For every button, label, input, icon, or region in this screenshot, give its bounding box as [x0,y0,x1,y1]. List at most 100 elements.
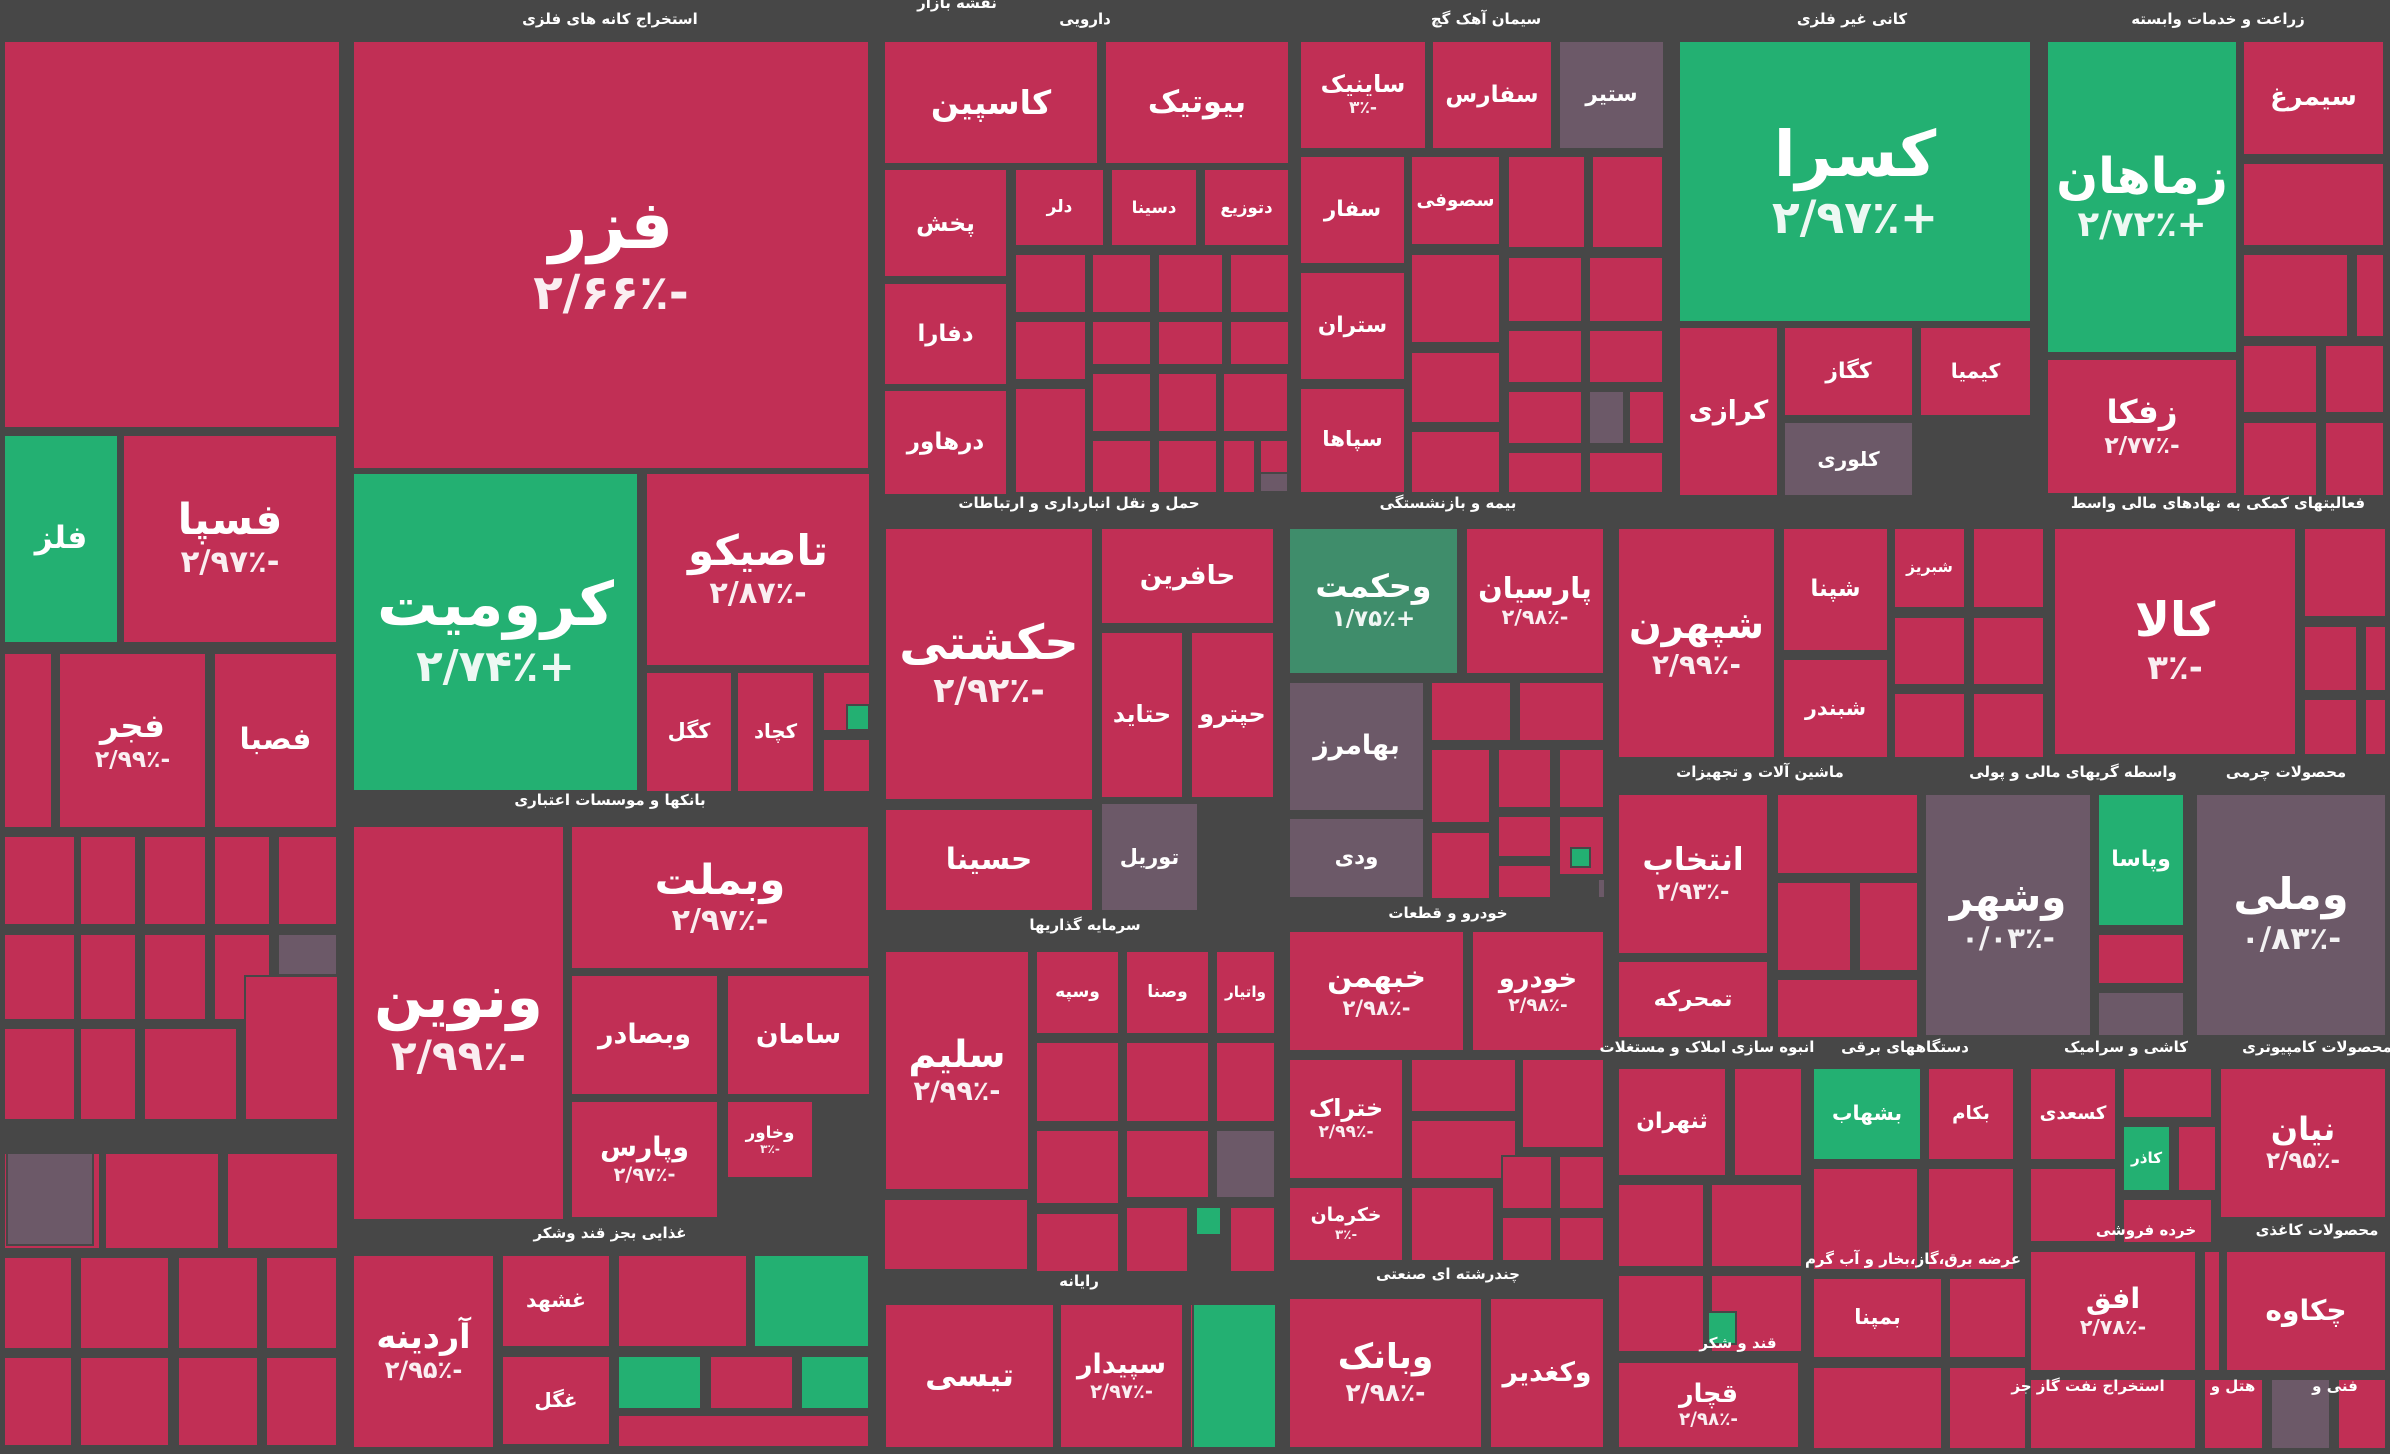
treemap-tile-minor [1597,878,1606,899]
treemap-tile-minor [1410,1058,1517,1113]
treemap-tile[interactable]: غگل [501,1355,611,1446]
treemap-tile[interactable]: واتیار [1215,950,1276,1035]
treemap-tile[interactable]: ثنهران [1617,1067,1727,1177]
treemap-tile[interactable]: کسرا +۲/۹۷٪ [1678,40,2032,323]
treemap-tile[interactable]: فجر -۲/۹۹٪ [58,652,207,829]
treemap-tile[interactable]: وشهر -۰/۰۳٪ [1924,793,2092,1037]
treemap-tile[interactable]: فزر -۲/۶۶٪ [352,40,870,470]
treemap-tile[interactable]: ساینیک -۳٪ [1299,40,1427,150]
treemap-tile[interactable]: خکرمان -۳٪ [1288,1186,1404,1262]
treemap-tile[interactable]: سیمرغ [2242,40,2385,156]
treemap-tile[interactable]: سپاها [1299,387,1406,494]
treemap-tile[interactable]: وخاور -۳٪ [726,1100,814,1179]
treemap-tile[interactable]: سفار [1299,155,1406,265]
treemap-tile[interactable]: کالا -۳٪ [2053,527,2297,756]
treemap-tile[interactable]: وصنا [1125,950,1210,1035]
treemap-tile[interactable]: چکاوه [2225,1250,2387,1372]
treemap-tile[interactable]: شبندر [1782,658,1889,759]
treemap-tile-minor [1588,390,1625,445]
treemap-tile-minor [2029,1378,2197,1450]
treemap-tile[interactable]: دتوزیع [1203,168,1290,247]
treemap-tile[interactable]: کاسپین [883,40,1099,165]
treemap-tile[interactable]: شبریز [1893,527,1966,609]
treemap-tile[interactable]: کسعدی [2029,1067,2117,1161]
treemap-tile[interactable]: ودی [1288,817,1425,899]
ticker-symbol: آردینه [376,1316,471,1356]
treemap-tile[interactable]: بمپنا [1812,1277,1943,1359]
treemap-tile[interactable]: کگاز [1783,326,1914,417]
treemap-tile[interactable]: شپنا [1782,527,1889,652]
treemap-tile[interactable]: پارسیان -۲/۹۸٪ [1465,527,1605,675]
treemap-tile[interactable]: پخش [883,168,1008,278]
treemap-tile[interactable]: وپاسا [2097,793,2185,927]
treemap-tile[interactable]: وبانک -۲/۹۸٪ [1288,1297,1483,1449]
treemap-tile[interactable]: ستیر [1558,40,1665,150]
treemap-tile[interactable]: حافرین [1100,527,1275,625]
treemap-tile[interactable]: سپیدار -۲/۹۷٪ [1059,1303,1184,1449]
treemap-tile[interactable]: وبصادر [570,974,719,1096]
treemap-tile[interactable]: کلوری [1783,421,1914,497]
treemap-tile[interactable]: بهامرز [1288,681,1425,812]
treemap-tile-minor [1710,1183,1803,1268]
treemap-tile[interactable]: قچار -۲/۹۸٪ [1617,1361,1800,1449]
treemap-tile[interactable]: سامان [726,974,871,1096]
treemap-tile[interactable]: تمحرکه [1617,960,1769,1039]
treemap-tile[interactable]: وکغدیر [1489,1297,1605,1449]
ticker-change: -۲/۷۸٪ [2079,1315,2147,1340]
sector-label: عرضه برق،گاز،بخار و آب گرم [1804,1250,2022,1268]
treemap-tile[interactable]: زفکا -۲/۷۷٪ [2046,358,2238,495]
treemap-tile[interactable]: فلز [3,434,119,644]
ticker-symbol: شبندر [1804,695,1867,720]
treemap-tile[interactable]: ختراک -۲/۹۹٪ [1288,1058,1404,1180]
treemap-tile[interactable]: انتخاب -۲/۹۳٪ [1617,793,1769,955]
treemap-tile-minor [1521,1058,1605,1149]
treemap-tile[interactable]: حپترو [1190,631,1275,799]
treemap-tile[interactable]: بکام [1927,1067,2015,1161]
treemap-tile-minor [1893,616,1966,686]
treemap-tile[interactable]: حتاید [1100,631,1184,799]
treemap-tile[interactable]: غشهد [501,1254,611,1348]
treemap-tile[interactable]: وبملت -۲/۹۷٪ [570,825,870,970]
treemap-tile[interactable]: توریل [1100,802,1199,912]
treemap-tile[interactable]: کاذر [2122,1125,2171,1192]
treemap-tile[interactable]: سلیم -۲/۹۹٪ [884,950,1030,1191]
treemap-tile[interactable]: زماهان +۲/۷۲٪ [2046,40,2238,354]
treemap-tile[interactable]: وسپه [1035,950,1120,1035]
treemap-tile[interactable]: فسپا -۲/۹۷٪ [122,434,338,644]
treemap-tile[interactable]: کرومیت +۲/۷۴٪ [352,472,639,792]
treemap-tile[interactable]: فصبا [213,652,338,829]
treemap-tile[interactable]: خودرو -۲/۹۸٪ [1471,930,1605,1052]
ticker-symbol: ستران [1317,312,1388,338]
treemap-tile[interactable]: تاصیکو -۲/۸۷٪ [645,472,871,667]
treemap-tile[interactable]: شپهرن -۲/۹۹٪ [1617,527,1776,759]
treemap-tile[interactable]: بشهاب [1812,1067,1922,1161]
ticker-symbol: پخش [916,208,975,237]
treemap-tile[interactable]: سفارس [1431,40,1553,150]
treemap-tile[interactable]: حکشتی -۲/۹۲٪ [884,527,1094,801]
treemap-tile-minor [2303,625,2358,692]
treemap-tile[interactable]: نیان -۲/۹۵٪ [2219,1067,2387,1219]
treemap-tile[interactable]: وملی -۰/۸۳٪ [2195,793,2387,1037]
treemap-tile[interactable]: بیوتیک [1104,40,1290,165]
treemap-tile-minor [1733,1067,1803,1177]
treemap-tile[interactable]: خبهمن -۲/۹۸٪ [1288,930,1465,1052]
treemap-tile[interactable]: ستران [1299,271,1406,381]
treemap-tile[interactable]: افق -۲/۷۸٪ [2029,1250,2197,1372]
treemap-tile[interactable]: سصوفی [1410,155,1501,246]
treemap-tile[interactable]: دسینا [1110,168,1198,247]
treemap-tile[interactable]: دلر [1014,168,1105,247]
treemap-tile[interactable]: کچاد [736,671,815,793]
treemap-tile[interactable]: آردینه -۲/۹۵٪ [352,1254,495,1449]
treemap-tile-minor [1588,329,1664,384]
treemap-tile[interactable]: کگل [645,671,733,793]
treemap-tile[interactable]: وحکمت +۱/۷۵٪ [1288,527,1459,675]
treemap-tile-minor [3,40,341,429]
treemap-tile[interactable]: تیسی [884,1303,1055,1449]
treemap-tile[interactable]: ونوین -۲/۹۹٪ [352,825,565,1221]
treemap-tile[interactable]: کرازی [1678,326,1779,497]
treemap-tile[interactable]: حسینا [884,808,1094,912]
treemap-tile[interactable]: دفارا [883,282,1008,386]
treemap-tile[interactable]: درهاور [883,389,1008,496]
treemap-tile[interactable]: کیمیا [1919,326,2032,417]
treemap-tile[interactable]: وپارس -۲/۹۷٪ [570,1100,719,1219]
